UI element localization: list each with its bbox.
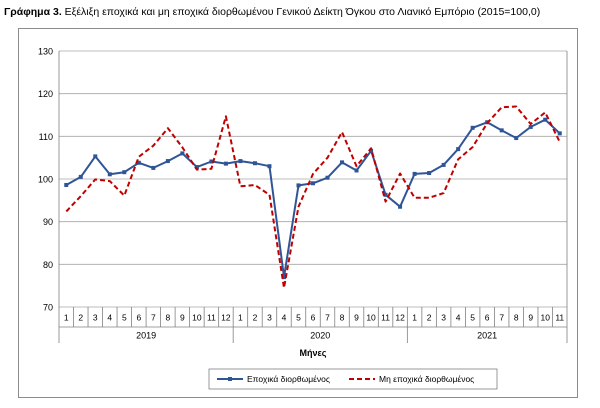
data-point	[311, 181, 315, 186]
data-point	[369, 148, 374, 153]
x-tick-label: 4	[456, 313, 461, 323]
x-tick-label: 12	[395, 313, 405, 323]
data-point	[354, 168, 359, 173]
data-point	[78, 174, 83, 179]
x-tick-label: 7	[325, 313, 330, 323]
x-tick-label: 5	[122, 313, 127, 323]
x-tick-label: 10	[540, 313, 550, 323]
data-point	[122, 170, 127, 175]
data-point	[281, 275, 286, 280]
x-tick-label: 2	[427, 313, 432, 323]
data-point	[470, 125, 475, 130]
data-point	[180, 151, 185, 156]
x-tick-label: 11	[207, 313, 216, 323]
data-point	[64, 182, 69, 187]
data-point	[223, 161, 228, 166]
x-tick-label: 3	[267, 313, 272, 323]
y-tick-label: 100	[38, 175, 53, 185]
data-point	[252, 161, 257, 166]
y-tick-label: 90	[43, 217, 53, 227]
year-label: 2020	[310, 331, 330, 341]
data-point	[238, 159, 243, 164]
y-tick-label: 70	[43, 303, 53, 313]
year-label: 2021	[477, 331, 497, 341]
y-tick-label: 80	[43, 260, 53, 270]
data-point	[528, 124, 533, 129]
series-line-1	[65, 118, 561, 279]
data-point	[209, 159, 214, 164]
x-tick-label: 11	[555, 313, 564, 323]
x-tick-label: 8	[514, 313, 519, 323]
x-tick-label: 2	[78, 313, 83, 323]
data-point	[340, 160, 345, 165]
legend-label-1: Εποχικά διορθωμένος	[247, 374, 330, 384]
data-point	[398, 204, 403, 209]
chart-title-text: Εξέλιξη εποχικά και μη εποχικά διορθωμέν…	[64, 6, 541, 18]
y-tick-label: 110	[39, 132, 53, 142]
chart-frame: 70 80 90 100 110 120 130 1 2 3 4 5 6 7 8 9 10 11 12 1 2 3 4 5 6 7…	[18, 28, 578, 398]
x-tick-label: 9	[354, 313, 359, 323]
data-point	[441, 162, 446, 167]
x-tick-label: 1	[64, 313, 69, 323]
y-tick-label: 130	[38, 47, 53, 57]
legend-label-2: Μη εποχικά διορθωμένος	[379, 374, 474, 384]
x-tick-label: 5	[470, 313, 475, 323]
data-point	[151, 165, 156, 170]
x-tick-label: 10	[366, 313, 376, 323]
data-point	[543, 117, 548, 122]
x-tick-label: 6	[136, 313, 141, 323]
x-tick-label: 12	[221, 313, 231, 323]
data-point	[456, 147, 461, 152]
y-tick-label: 120	[38, 89, 53, 99]
x-tick-label: 11	[381, 313, 390, 323]
chart-title-prefix: Γράφημα 3.	[4, 6, 62, 18]
legend-marker-1	[228, 377, 232, 381]
data-point	[267, 164, 272, 169]
data-point	[296, 183, 301, 188]
x-tick-label: 4	[107, 313, 112, 323]
data-point	[514, 136, 519, 141]
x-tick-label: 10	[192, 313, 202, 323]
x-tick-label: 6	[311, 313, 316, 323]
year-label: 2019	[136, 331, 156, 341]
x-tick-label: 3	[441, 313, 446, 323]
x-axis-title: Μήνες	[300, 348, 327, 358]
x-tick-label: 4	[282, 313, 287, 323]
x-tick-label: 1	[238, 313, 243, 323]
series-line-2	[65, 105, 561, 289]
x-tick-label: 2	[253, 313, 258, 323]
data-point	[383, 192, 388, 197]
data-point	[93, 154, 98, 159]
data-point	[107, 172, 112, 177]
data-point	[165, 159, 170, 164]
x-tick-label: 8	[165, 313, 170, 323]
x-tick-label: 8	[340, 313, 345, 323]
x-tick-label: 5	[296, 313, 301, 323]
x-tick-label: 3	[93, 313, 98, 323]
chart-title: Γράφημα 3. Εξέλιξη εποχικά και μη εποχικ…	[4, 6, 540, 18]
data-point	[325, 175, 330, 180]
data-point	[412, 171, 417, 176]
x-tick-label: 9	[528, 313, 533, 323]
data-point	[194, 165, 199, 170]
data-point	[557, 131, 562, 136]
x-tick-label: 9	[180, 313, 185, 323]
data-point	[427, 171, 432, 176]
x-tick-label: 7	[151, 313, 156, 323]
data-point	[136, 160, 141, 165]
data-point	[499, 128, 504, 133]
x-tick-label: 7	[499, 313, 504, 323]
x-tick-label: 6	[485, 313, 490, 323]
x-tick-label: 1	[412, 313, 417, 323]
